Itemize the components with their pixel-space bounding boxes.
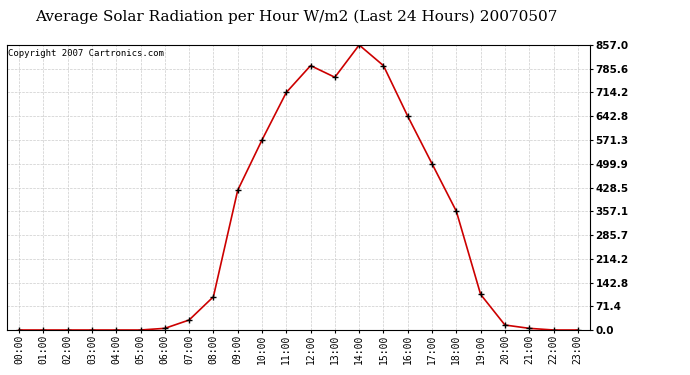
Text: Average Solar Radiation per Hour W/m2 (Last 24 Hours) 20070507: Average Solar Radiation per Hour W/m2 (L…	[35, 9, 558, 24]
Text: Copyright 2007 Cartronics.com: Copyright 2007 Cartronics.com	[8, 49, 164, 58]
